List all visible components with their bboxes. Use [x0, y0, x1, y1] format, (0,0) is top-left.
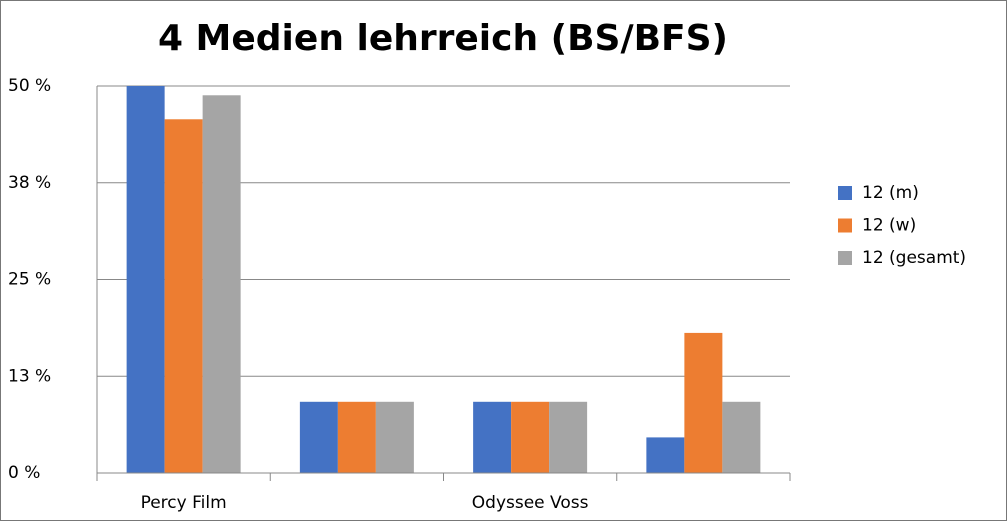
x-tick-label: Odyssee Voss	[472, 493, 589, 513]
x-tick-label: Percy Film	[141, 493, 227, 513]
bar	[375, 401, 414, 473]
bar	[646, 437, 685, 473]
legend-label: 12 (gesamt)	[862, 248, 966, 268]
bar	[337, 401, 376, 473]
legend-swatch	[838, 186, 852, 200]
bar	[202, 95, 241, 474]
bar	[164, 119, 203, 474]
y-tick-label: 38 %	[8, 173, 51, 193]
bar	[511, 401, 550, 473]
y-tick-label: 0 %	[8, 463, 40, 483]
chart-title: 4 Medien lehrreich (BS/BFS)	[158, 18, 728, 59]
bar	[126, 86, 165, 473]
bar	[684, 332, 723, 473]
legend-swatch	[838, 218, 852, 233]
y-tick-label: 50 %	[8, 76, 51, 96]
bar	[722, 401, 761, 473]
bar	[299, 401, 338, 473]
legend-label: 12 (m)	[862, 183, 919, 203]
y-tick-label: 25 %	[8, 270, 51, 290]
bar	[549, 401, 588, 473]
legend-swatch	[838, 251, 852, 265]
bar	[473, 401, 512, 473]
legend-label: 12 (w)	[862, 216, 916, 236]
y-tick-label: 13 %	[8, 366, 51, 386]
